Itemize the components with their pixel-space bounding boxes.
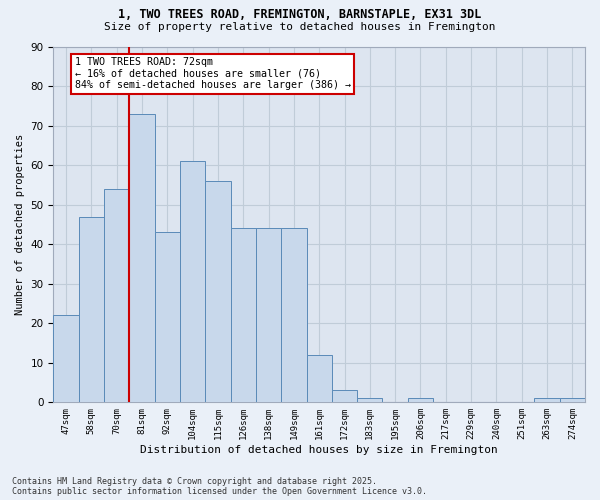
Bar [155, 232, 180, 402]
X-axis label: Distribution of detached houses by size in Fremington: Distribution of detached houses by size … [140, 445, 498, 455]
Text: Contains HM Land Registry data © Crown copyright and database right 2025.
Contai: Contains HM Land Registry data © Crown c… [12, 476, 427, 496]
Bar [130, 114, 155, 403]
Bar [560, 398, 585, 402]
Bar [79, 216, 104, 402]
Bar [307, 355, 332, 403]
Bar [281, 228, 307, 402]
Bar [535, 398, 560, 402]
Y-axis label: Number of detached properties: Number of detached properties [15, 134, 25, 315]
Text: Size of property relative to detached houses in Fremington: Size of property relative to detached ho… [104, 22, 496, 32]
Text: 1 TWO TREES ROAD: 72sqm
← 16% of detached houses are smaller (76)
84% of semi-de: 1 TWO TREES ROAD: 72sqm ← 16% of detache… [74, 57, 350, 90]
Bar [53, 316, 79, 402]
Text: 1, TWO TREES ROAD, FREMINGTON, BARNSTAPLE, EX31 3DL: 1, TWO TREES ROAD, FREMINGTON, BARNSTAPL… [118, 8, 482, 20]
Bar [230, 228, 256, 402]
Bar [408, 398, 433, 402]
Bar [104, 189, 130, 402]
Bar [332, 390, 357, 402]
Bar [180, 161, 205, 402]
Bar [256, 228, 281, 402]
Bar [205, 181, 230, 402]
Bar [357, 398, 382, 402]
